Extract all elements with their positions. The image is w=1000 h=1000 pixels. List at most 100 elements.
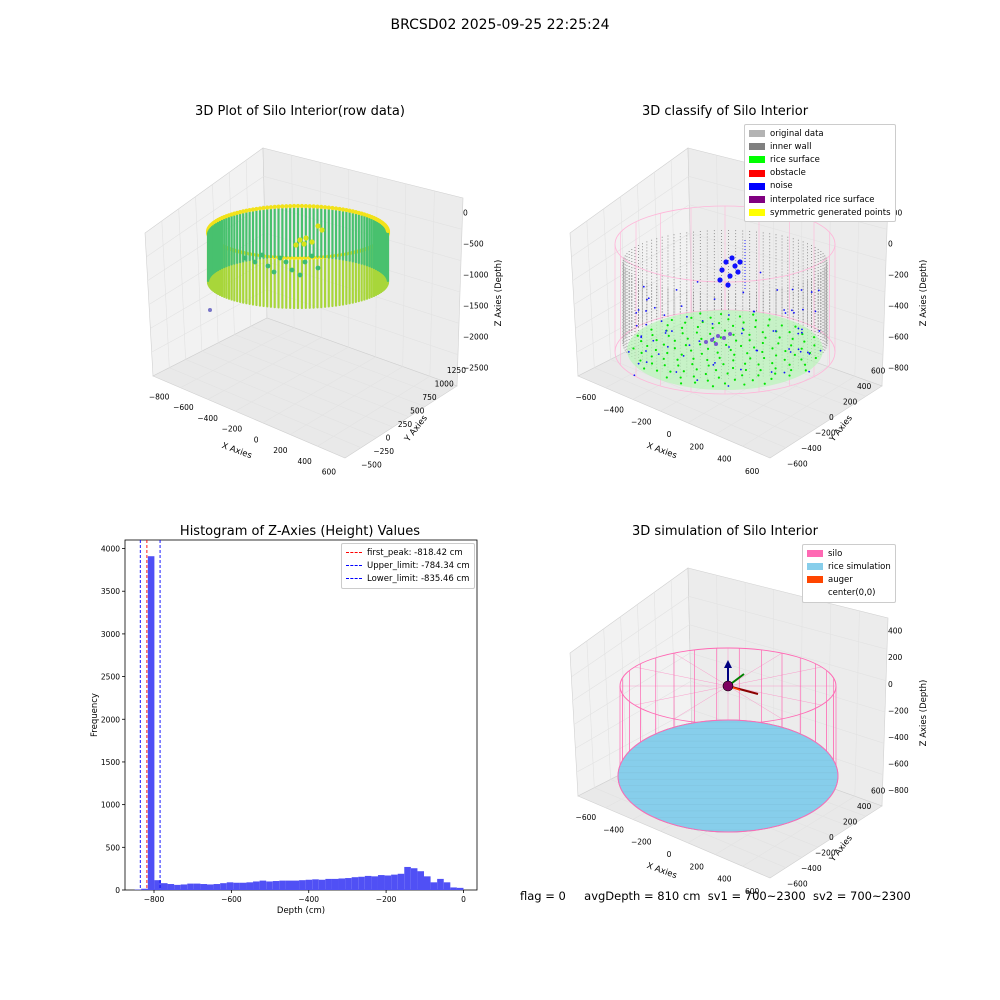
rice-surface-point [748, 333, 751, 336]
y-tick-label: 1000 [435, 379, 454, 388]
z-tick-label: −600 [888, 759, 909, 768]
outlier-point [208, 308, 212, 312]
rice-surface-point [753, 346, 756, 349]
rice-surface-point [788, 374, 791, 377]
grid-line [150, 261, 460, 329]
ring-top-point [307, 204, 312, 209]
noise-point [688, 344, 691, 347]
rice-surface-point [707, 364, 710, 367]
interpolated-point [710, 338, 714, 342]
grid-line [250, 326, 442, 397]
rice-surface-point [733, 353, 736, 356]
obstacle-point [293, 242, 299, 248]
rice-surface-point [700, 352, 703, 355]
legend-label: noise [770, 181, 793, 192]
rice-surface-point [780, 324, 783, 327]
z-tick-label: 0 [463, 208, 468, 217]
histogram-bar [338, 878, 346, 890]
legend-entry: first_peak: -818.42 cm [346, 546, 470, 559]
noise-point [696, 280, 699, 283]
rice-surface-point [804, 369, 807, 372]
noise-point [663, 314, 666, 317]
rice-surface-point [743, 362, 747, 365]
rice-surface-point [722, 363, 725, 366]
histogram-bar [456, 887, 464, 890]
y-tick-label: 0 [829, 833, 834, 842]
rice-surface-point [744, 368, 748, 372]
rice-surface-point [733, 378, 737, 381]
y-axis-label: Frequency [90, 693, 100, 737]
y-tick-label: 2500 [101, 673, 120, 682]
rice-surface-point [717, 322, 721, 325]
rice-surface-point [761, 341, 764, 345]
grid-line [742, 796, 856, 867]
noise-cluster-point [719, 267, 725, 273]
y-tick-label: 0 [115, 886, 120, 895]
rice-surface-point [723, 329, 727, 332]
noise-point [686, 315, 688, 318]
rice-surface-point [764, 336, 767, 339]
rice-surface-point [686, 337, 689, 340]
noise-point [728, 346, 730, 348]
histogram-bar [397, 873, 405, 890]
rice-surface-point [679, 382, 683, 385]
rice-surface-point [670, 318, 673, 322]
legend-line [346, 565, 362, 567]
x-tick-label: −200 [376, 895, 397, 904]
histogram-bar [351, 877, 359, 890]
panel2-3d-axes: −600 −400 −200 0 200 400 600 X Axies −600 −400 −20… [569, 147, 929, 476]
noise-point [713, 298, 716, 301]
rice-surface-point [699, 343, 702, 346]
surface-point [297, 272, 303, 278]
rice-surface-point [794, 325, 797, 328]
rice-surface-point [788, 330, 791, 334]
grid-line [571, 596, 888, 678]
histogram-bar [417, 871, 425, 890]
rice-surface-point [731, 366, 735, 370]
x-axis-label: Depth (cm) [277, 906, 325, 916]
rice-surface-point [788, 363, 791, 366]
rice-surface-point [646, 344, 649, 348]
histogram-bar [299, 880, 306, 890]
rice-surface-point [731, 324, 735, 327]
y-tick-label: −400 [801, 444, 822, 453]
legend-label: rice surface [770, 154, 820, 165]
legend-label: silo [828, 548, 843, 559]
noise-cluster-point [729, 255, 735, 261]
noise-point [727, 385, 730, 387]
rice-surface-point [791, 337, 794, 341]
ring-top-point [276, 204, 281, 209]
noise-point [640, 335, 643, 338]
ring-top-point [315, 204, 320, 209]
x-tick-label: 600 [745, 467, 760, 476]
noise-point [682, 354, 685, 357]
legend-swatch [807, 576, 823, 584]
noise-point [753, 310, 756, 313]
silo-roof-wire [727, 666, 822, 687]
y-tick-label: 1250 [447, 366, 466, 375]
ring-top-point [333, 206, 339, 211]
rice-surface-point [774, 372, 777, 375]
legend-label: symmetric generated points [770, 207, 891, 218]
legend-label: Lower_limit: -835.46 cm [367, 573, 470, 584]
rice-surface-point [706, 347, 710, 350]
rice-surface-point [761, 350, 764, 354]
noise-point [791, 288, 794, 291]
rice-surface-point [667, 334, 670, 337]
grid-line [262, 356, 376, 424]
histogram-bar [437, 878, 444, 890]
y-tick-label: −200 [815, 428, 836, 437]
y-tick-label: 500 [410, 406, 425, 415]
rice-surface-point [735, 339, 738, 342]
rice-surface-point [800, 358, 803, 361]
rice-surface-point [654, 348, 658, 352]
legend-swatch [749, 143, 765, 151]
x-tick-label: −200 [631, 838, 652, 847]
noise-point [645, 361, 648, 364]
grid-line [575, 681, 885, 749]
legend-swatch [807, 563, 823, 571]
rice-surface-point [717, 376, 720, 379]
noise-point [774, 330, 777, 332]
y-tick-label: −500 [361, 460, 382, 469]
ring-top-point [347, 208, 352, 213]
